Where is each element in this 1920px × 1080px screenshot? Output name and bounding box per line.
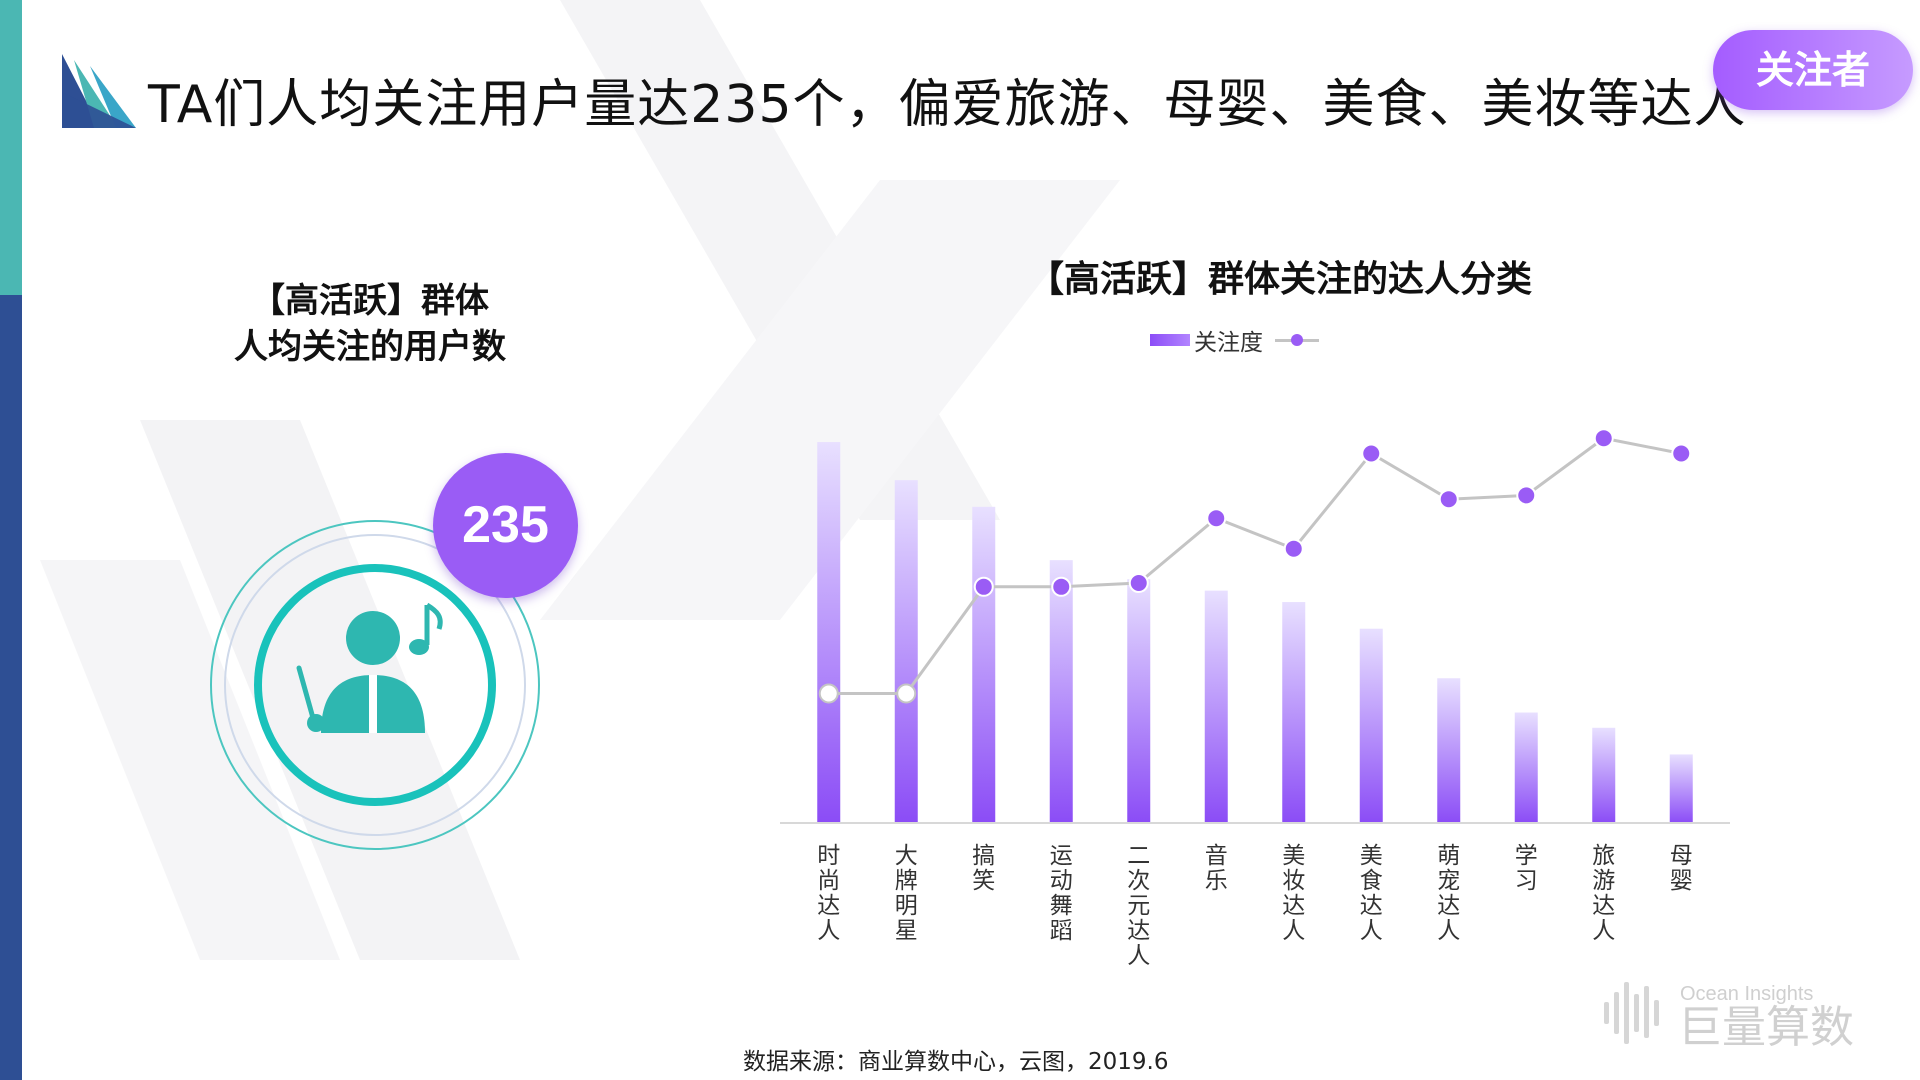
bar-8	[1359, 628, 1383, 823]
line-point-7	[1283, 538, 1304, 559]
legend-bar-swatch	[1150, 334, 1190, 346]
x-tick-label-11: 旅游达人	[1592, 843, 1615, 944]
accent-bar-teal	[0, 0, 22, 295]
bar-2	[894, 480, 918, 823]
line-point-4	[1051, 576, 1072, 597]
bar-1	[817, 442, 841, 823]
line-point-6	[1206, 508, 1227, 529]
legend-line-swatch	[1275, 334, 1319, 346]
line-point-12	[1671, 443, 1692, 464]
left-caption: 【高活跃】群体 人均关注的用户数	[180, 278, 560, 370]
bar-5	[1127, 579, 1151, 823]
x-tick-label-8: 美食达人	[1360, 843, 1383, 944]
accent-bar-navy	[0, 295, 22, 1080]
line-point-3	[973, 576, 994, 597]
x-tick-label-4: 运动舞蹈	[1050, 843, 1073, 944]
caption-line-1: 【高活跃】群体	[251, 281, 489, 321]
brand-en: Ocean Insights	[1680, 983, 1813, 1005]
bar-10	[1514, 712, 1538, 823]
x-tick-label-9: 萌宠达人	[1437, 843, 1460, 944]
x-tick-label-7: 美妆达人	[1282, 843, 1305, 944]
data-source: 数据来源：商业算数中心，云图，2019.6	[743, 1049, 1169, 1075]
line-point-1	[818, 683, 839, 704]
page-title: TA们人均关注用户量达235个，偏爱旅游、母婴、美食、美妆等达人	[148, 75, 1747, 135]
x-tick-label-10: 学习	[1515, 843, 1538, 894]
line-point-8	[1361, 443, 1382, 464]
chart-area: 时尚达人 大牌明星 搞笑 运动舞蹈 二次元达人 音乐 美妆达人 美食达人 萌宠达人 学习 旅游达人 母…	[780, 428, 1730, 969]
bar-9	[1437, 678, 1461, 823]
line-point-9	[1438, 489, 1459, 510]
caption-line-2: 人均关注的用户数	[234, 327, 506, 367]
line-series	[828, 436, 1682, 695]
line-point-2	[896, 683, 917, 704]
bar-12	[1669, 754, 1693, 823]
brand-logo-icon	[62, 54, 136, 128]
x-tick-label-5: 二次元达人	[1127, 843, 1150, 969]
bar-3	[972, 506, 996, 823]
brand-cn: 巨量算数	[1678, 1002, 1854, 1052]
section-badge: 关注者	[1713, 30, 1913, 110]
conductor-music-icon	[210, 520, 540, 850]
x-tick-label-1: 时尚达人	[817, 843, 840, 944]
x-tick-label-6: 音乐	[1205, 843, 1228, 894]
line-point-10	[1516, 485, 1537, 506]
line-point-11	[1593, 428, 1614, 449]
x-tick-label-12: 母婴	[1670, 843, 1693, 894]
bar-7	[1282, 602, 1306, 823]
x-tick-label-2: 大牌明星	[895, 843, 918, 944]
average-follow-count: 235	[433, 453, 578, 598]
chart-legend: 关注度	[1150, 325, 1335, 356]
ocean-insights-logo: Ocean Insights 巨量算数	[1604, 982, 1854, 1052]
brand-bars-icon	[1604, 982, 1659, 1044]
chart-title: 【高活跃】群体关注的达人分类	[1027, 259, 1532, 300]
bar-4	[1049, 560, 1073, 823]
bar-11	[1592, 727, 1616, 823]
line-point-5	[1128, 573, 1149, 593]
x-tick-label-3: 搞笑	[972, 843, 995, 894]
legend-label-bar: 关注度	[1194, 330, 1263, 356]
bar-6	[1204, 590, 1228, 823]
